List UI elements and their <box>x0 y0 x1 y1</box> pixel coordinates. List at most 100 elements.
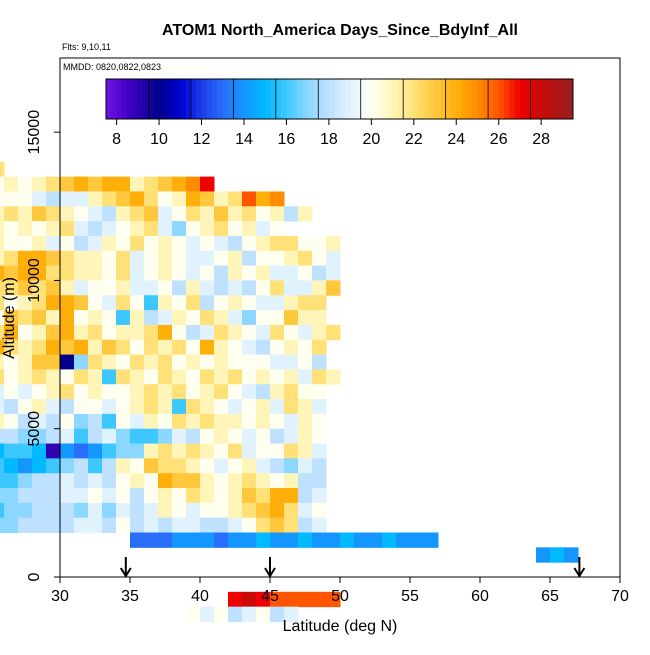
heatmap-cell <box>0 384 5 400</box>
heatmap-cell <box>46 265 61 281</box>
heatmap-cell <box>228 502 243 519</box>
heatmap-cell <box>116 310 131 326</box>
heatmap-cell <box>144 384 159 400</box>
heatmap-cell <box>256 443 271 459</box>
heatmap-cell <box>144 532 159 548</box>
heatmap-cell <box>186 384 201 400</box>
heatmap-cell <box>312 532 327 548</box>
heatmap-cell <box>130 176 145 192</box>
y-tick-label: 15000 <box>26 110 43 155</box>
heatmap-cell <box>284 606 299 622</box>
heatmap-cell <box>270 235 285 252</box>
heatmap-cell <box>18 206 33 222</box>
heatmap-cell <box>256 265 271 281</box>
heatmap-cell <box>242 532 257 548</box>
heatmap-cell <box>158 310 173 326</box>
heatmap-cell <box>158 443 173 459</box>
heatmap-cell <box>144 339 159 356</box>
x-tick-label: 60 <box>471 588 489 605</box>
heatmap-cell <box>256 369 271 385</box>
colorbar-segment <box>174 79 181 119</box>
heatmap-cell <box>4 458 19 474</box>
heatmap-cell <box>242 399 257 415</box>
heatmap-cell <box>214 324 229 341</box>
heatmap-cell <box>284 458 299 474</box>
heatmap-cell <box>214 606 229 622</box>
heatmap-cell <box>0 428 5 445</box>
colorbar-segment <box>445 79 452 119</box>
heatmap-cell <box>284 250 299 267</box>
colorbar-segment <box>535 79 542 119</box>
heatmap-cell <box>46 428 61 445</box>
heatmap-cell <box>270 384 285 400</box>
heatmap-cell <box>242 488 257 504</box>
heatmap-cell <box>284 295 299 311</box>
heatmap-cell <box>536 547 551 563</box>
heatmap-cell <box>144 369 159 385</box>
heatmap-cell <box>18 280 33 296</box>
heatmap-cell <box>60 206 75 222</box>
colorbar-segment <box>212 79 218 119</box>
heatmap-cell <box>18 250 33 267</box>
heatmap-cell <box>158 473 173 489</box>
heatmap-cell <box>242 517 257 534</box>
colorbar-tick-label: 12 <box>193 131 211 148</box>
heatmap-cell <box>242 369 257 385</box>
heatmap-cell <box>564 547 579 563</box>
heatmap-cell <box>102 428 117 445</box>
heatmap-cell <box>382 532 397 548</box>
colorbar-segment <box>461 79 468 119</box>
heatmap-cell <box>60 369 75 385</box>
heatmap-cell <box>0 310 5 326</box>
heatmap-cell <box>60 384 75 400</box>
heatmap-cell <box>0 458 5 474</box>
heatmap-cell <box>0 502 5 519</box>
heatmap-cell <box>214 221 229 237</box>
colorbar-segment <box>297 79 303 119</box>
heatmap-cell <box>326 532 341 548</box>
heatmap-cell <box>242 280 257 296</box>
heatmap-cell <box>32 265 47 281</box>
heatmap-cell <box>172 532 187 548</box>
heatmap-cell <box>32 339 47 356</box>
heatmap-cell <box>256 488 271 504</box>
colorbar-segment <box>424 79 431 119</box>
heatmap-cell <box>46 191 61 207</box>
heatmap-cell <box>158 339 173 356</box>
colorbar-segment <box>328 79 335 119</box>
heatmap-cell <box>172 399 187 415</box>
heatmap-cell <box>312 384 327 400</box>
y-axis-label: Altitude (m) <box>1 277 18 359</box>
heatmap-cell <box>102 458 117 474</box>
heatmap-cell <box>116 369 131 385</box>
colorbar-segment <box>106 79 112 119</box>
heatmap-cell <box>312 354 327 370</box>
heatmap-cell <box>298 280 313 296</box>
heatmap-cell <box>4 488 19 504</box>
heatmap-cell <box>144 235 159 252</box>
colorbar-segment <box>291 79 298 119</box>
heatmap-cell <box>102 399 117 415</box>
heatmap-cell <box>298 591 313 608</box>
heatmap-cell <box>0 280 5 296</box>
colorbar-segment <box>127 79 133 119</box>
heatmap-cell <box>130 265 145 281</box>
heatmap-cell <box>144 280 159 296</box>
heatmap-cell <box>74 473 89 489</box>
heatmap-cell <box>18 488 33 504</box>
colorbar-segment <box>366 79 372 119</box>
heatmap-cell <box>186 502 201 519</box>
heatmap-cell <box>74 265 89 281</box>
heatmap-cell <box>172 176 187 192</box>
heatmap-cell <box>326 280 341 296</box>
heatmap-cell <box>4 443 19 459</box>
heatmap-cell <box>130 458 145 474</box>
heatmap-cell <box>214 473 229 489</box>
heatmap-cell <box>60 502 75 519</box>
heatmap-cell <box>46 354 61 370</box>
colorbar-segment <box>450 79 457 119</box>
colorbar-segment <box>344 79 351 119</box>
heatmap-cell <box>228 235 243 252</box>
colorbar-segment <box>143 79 149 119</box>
heatmap-cell <box>200 265 215 281</box>
